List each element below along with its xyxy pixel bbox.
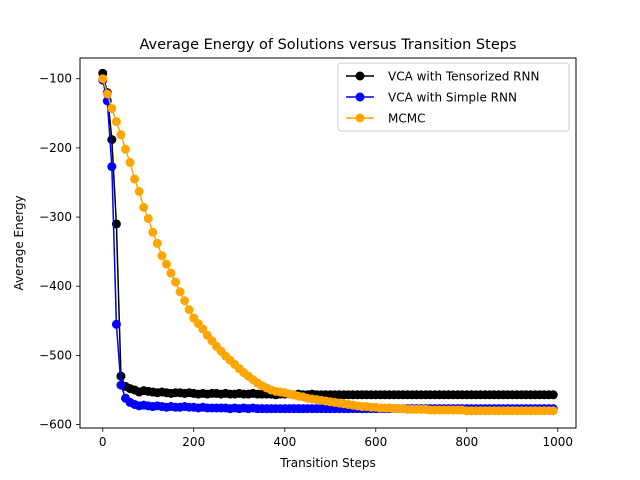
y-tick-label: −200	[39, 141, 72, 155]
data-point	[184, 305, 194, 315]
data-point	[116, 380, 126, 390]
legend: VCA with Tensorized RNN VCA with Simple R…	[337, 62, 570, 132]
y-tick-label: −600	[39, 418, 72, 432]
axes-frame	[79, 57, 577, 429]
y-axis-label: Average Energy	[12, 195, 26, 290]
data-point	[107, 162, 117, 172]
x-axis: 0 200 400 600 800 1000	[99, 428, 573, 449]
data-point	[152, 238, 162, 248]
legend-item: MCMC	[346, 112, 425, 126]
data-point	[157, 251, 167, 261]
series-mcmc	[98, 74, 558, 416]
x-tick-label: 200	[182, 435, 205, 449]
plot-area	[79, 57, 577, 429]
data-point	[548, 390, 558, 400]
y-tick-label: −500	[39, 348, 72, 362]
data-point	[175, 287, 185, 297]
y-tick-label: −400	[39, 279, 72, 293]
data-point	[107, 103, 117, 113]
data-point	[111, 117, 121, 127]
legend-frame	[337, 62, 570, 132]
chart-title: Average Energy of Solutions versus Trans…	[139, 37, 516, 53]
legend-marker	[355, 71, 365, 81]
x-tick-label: 0	[99, 435, 107, 449]
series-layer	[98, 68, 558, 416]
data-point	[111, 319, 121, 329]
legend-marker	[355, 92, 365, 102]
data-point	[161, 259, 171, 269]
x-axis-label: Transition Steps	[279, 456, 375, 470]
data-point	[125, 157, 135, 167]
data-point	[121, 144, 131, 154]
data-point	[130, 174, 140, 184]
data-point	[134, 186, 144, 196]
legend-item: VCA with Simple RNN	[346, 91, 517, 105]
data-point	[102, 89, 112, 99]
data-point	[139, 202, 149, 212]
legend-label: MCMC	[388, 112, 425, 126]
data-point	[116, 130, 126, 140]
x-tick-label: 1000	[543, 435, 574, 449]
data-point	[171, 277, 181, 287]
legend-item: VCA with Tensorized RNN	[346, 70, 539, 84]
data-point	[548, 406, 558, 416]
x-tick-label: 600	[364, 435, 387, 449]
x-tick-label: 400	[273, 435, 296, 449]
data-point	[107, 135, 117, 145]
x-tick-label: 800	[455, 435, 478, 449]
data-point	[180, 296, 190, 306]
data-point	[198, 324, 208, 334]
legend-label: VCA with Simple RNN	[388, 91, 517, 105]
data-point	[143, 213, 153, 223]
data-point	[98, 74, 108, 84]
y-axis: −100 −200 −300 −400 −500 −600	[39, 72, 80, 432]
y-tick-label: −100	[39, 72, 72, 86]
data-point	[166, 268, 176, 278]
data-point	[148, 227, 158, 237]
legend-label: VCA with Tensorized RNN	[388, 70, 539, 84]
legend-marker	[355, 113, 365, 123]
y-tick-label: −300	[39, 210, 72, 224]
